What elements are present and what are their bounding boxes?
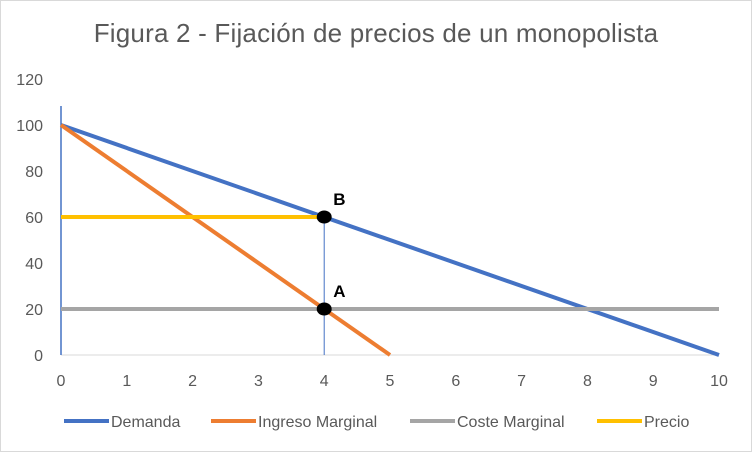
x-tick-label: 7 (517, 373, 526, 390)
y-tick-label: 20 (25, 302, 43, 319)
x-tick-label: 0 (57, 373, 66, 390)
x-tick-label: 3 (254, 373, 263, 390)
y-tick-label: 60 (25, 210, 43, 227)
x-tick-label: 8 (583, 373, 592, 390)
axes (60, 106, 719, 356)
legend-label-ingreso-marginal: Ingreso Marginal (258, 414, 377, 431)
y-tick-label: 100 (16, 118, 43, 135)
x-axis-ticks: 0 1 2 3 4 5 6 7 8 9 10 (57, 373, 728, 390)
series-lines (59, 123, 720, 357)
x-tick-label: 2 (188, 373, 197, 390)
x-tick-label: 10 (710, 373, 728, 390)
point-label-b: B (333, 190, 345, 209)
legend-label-precio: Precio (644, 414, 689, 431)
y-tick-label: 40 (25, 256, 43, 273)
point-a (316, 302, 332, 316)
x-tick-label: 4 (320, 373, 329, 390)
y-axis-ticks: 0 20 40 60 80 100 120 (16, 72, 43, 365)
series-line-ingreso-marginal (59, 123, 392, 357)
legend: Demanda Ingreso Marginal Coste Marginal Pre… (64, 414, 689, 431)
x-tick-label: 6 (451, 373, 460, 390)
legend-label-coste-marginal: Coste Marginal (457, 414, 565, 431)
y-tick-label: 0 (34, 348, 43, 365)
marked-points: AB (316, 190, 345, 316)
x-tick-label: 1 (122, 373, 131, 390)
legend-label-demanda: Demanda (111, 414, 180, 431)
point-b (316, 210, 332, 224)
x-tick-label: 5 (386, 373, 395, 390)
y-tick-label: 80 (25, 164, 43, 181)
y-tick-label: 120 (16, 72, 43, 89)
chart-title: Figura 2 - Fijación de precios de un mon… (93, 18, 659, 48)
point-label-a: A (333, 282, 345, 301)
x-tick-label: 9 (649, 373, 658, 390)
series-line-demanda (60, 123, 720, 357)
